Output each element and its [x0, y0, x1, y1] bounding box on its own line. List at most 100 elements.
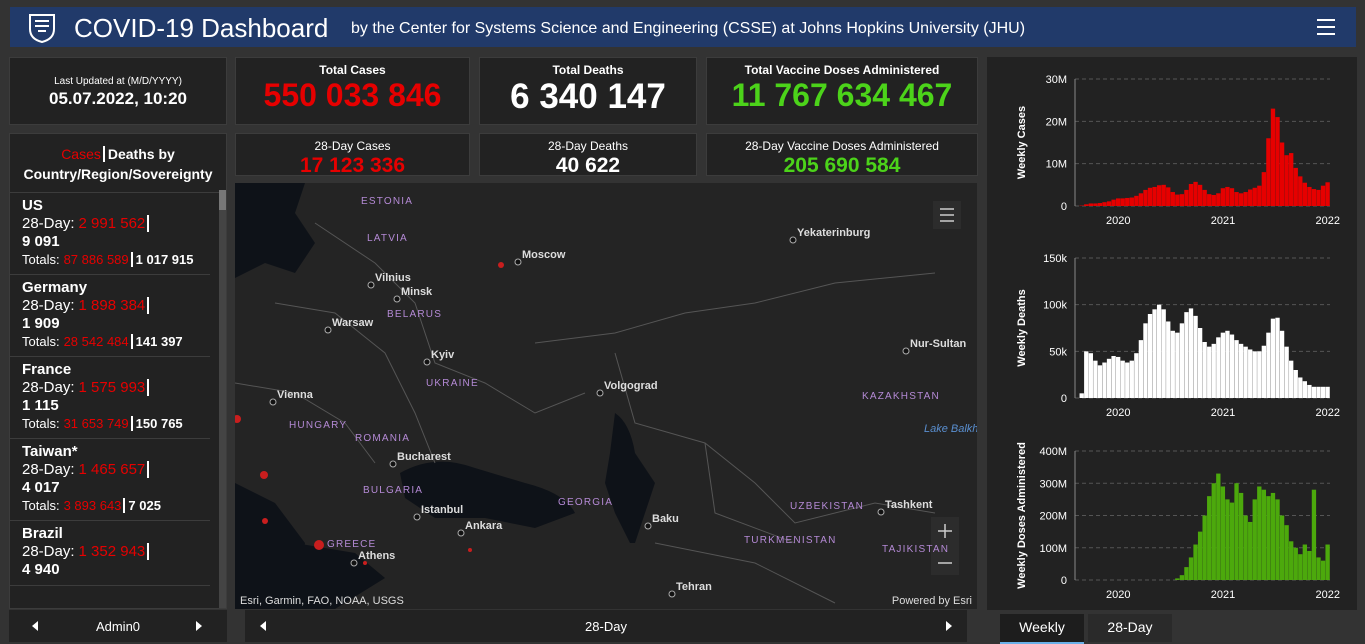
scroll-thumb[interactable] — [219, 190, 226, 210]
bar — [1221, 188, 1225, 206]
bar — [1084, 351, 1088, 398]
vaccine-28d: 28-Day Vaccine Doses Administered 205 69… — [706, 133, 978, 176]
bar — [1148, 314, 1152, 398]
bar — [1243, 516, 1247, 581]
cases: 1 575 993 — [79, 379, 146, 396]
bar — [1275, 117, 1279, 206]
deaths: 141 397 — [136, 334, 183, 349]
tab[interactable]: Weekly — [1000, 614, 1084, 644]
bar — [1121, 361, 1125, 398]
title: COVID-19 Dashboard — [74, 13, 328, 44]
y-tick-label: 50k — [1049, 346, 1067, 358]
map-controls[interactable] — [931, 201, 961, 575]
bar — [1116, 357, 1120, 398]
bar — [1225, 499, 1229, 580]
bar — [1125, 198, 1129, 206]
bar — [1216, 337, 1220, 398]
label: Last Updated at (M/D/YYYY) — [10, 76, 226, 87]
bar — [1266, 138, 1270, 206]
next-button[interactable] — [945, 621, 953, 631]
cases: 1 898 384 — [79, 297, 146, 314]
y-tick-label: 0 — [1061, 575, 1067, 587]
bar — [1152, 187, 1156, 206]
cases-tab[interactable]: Cases — [61, 146, 101, 162]
bar — [1275, 318, 1279, 398]
label: Totals: — [22, 252, 60, 267]
bar — [1152, 309, 1156, 398]
bar — [1257, 186, 1261, 206]
country-name: Taiwan* — [22, 443, 200, 461]
y-tick-label: 0 — [1061, 201, 1067, 213]
bar — [1271, 493, 1275, 580]
country-name: US — [22, 197, 200, 215]
bar — [1325, 387, 1329, 398]
deaths: 1 115 — [22, 397, 200, 415]
footer-label: 28-Day — [245, 619, 967, 634]
label: Totals: — [22, 498, 60, 513]
header: COVID-19 Dashboard by the Center for Sys… — [10, 7, 1356, 47]
total-deaths: Total Deaths 6 340 147 — [479, 57, 697, 125]
scrollbar[interactable] — [219, 190, 226, 609]
country-label: UZBEKISTAN — [790, 501, 864, 512]
bar — [1248, 349, 1252, 398]
bar — [1111, 356, 1115, 398]
x-tick-label: 2021 — [1211, 215, 1235, 227]
separator — [123, 498, 125, 513]
separator — [131, 252, 133, 267]
label: 28-Day Cases — [236, 139, 469, 153]
menu-button[interactable] — [1316, 18, 1336, 36]
tab[interactable]: 28-Day — [1088, 614, 1172, 642]
bar — [1303, 545, 1307, 580]
bar — [1307, 551, 1311, 580]
bar — [1116, 198, 1120, 206]
separator — [131, 416, 133, 431]
bar — [1166, 321, 1170, 398]
bar — [1312, 387, 1316, 398]
country-name: Brazil — [22, 525, 200, 543]
bar — [1098, 365, 1102, 398]
bar — [1212, 195, 1216, 206]
lake-label: Lake Balkhash — [924, 423, 977, 435]
separator — [147, 461, 149, 478]
bar — [1157, 305, 1161, 398]
bar — [1189, 308, 1193, 398]
bar — [1284, 525, 1288, 580]
bar — [1089, 353, 1093, 398]
city-label: Yekaterinburg — [797, 227, 870, 239]
city-label: Tehran — [676, 581, 712, 593]
powered-by[interactable]: Powered by Esri — [892, 595, 972, 607]
bar — [1280, 516, 1284, 581]
bar — [1175, 333, 1179, 398]
label: Totals: — [22, 334, 60, 349]
x-tick-label: 2021 — [1211, 407, 1235, 419]
bar — [1316, 387, 1320, 398]
city-marker — [458, 530, 464, 536]
value: 05.07.2022, 10:20 — [10, 89, 226, 109]
bar — [1221, 333, 1225, 398]
label: Totals: — [22, 416, 60, 431]
label: Total Vaccine Doses Administered — [707, 63, 977, 77]
bar — [1253, 351, 1257, 398]
bar — [1321, 561, 1325, 580]
bar — [1298, 554, 1302, 580]
next-button[interactable] — [195, 621, 203, 631]
y-tick-label: 200M — [1039, 511, 1067, 523]
value: 40 622 — [480, 155, 696, 176]
bar — [1266, 333, 1270, 398]
bar — [1243, 347, 1247, 398]
city-label: Warsaw — [332, 317, 374, 329]
bar — [1230, 335, 1234, 398]
city-label: Kyiv — [431, 349, 455, 361]
bar — [1239, 193, 1243, 206]
city-marker — [394, 296, 400, 302]
bar — [1107, 359, 1111, 398]
bar — [1102, 363, 1106, 398]
map[interactable]: Esri, Garmin, FAO, NOAA, USGS Powered by… — [235, 183, 977, 609]
y-tick-label: 20M — [1046, 116, 1067, 128]
city-marker — [878, 509, 884, 515]
